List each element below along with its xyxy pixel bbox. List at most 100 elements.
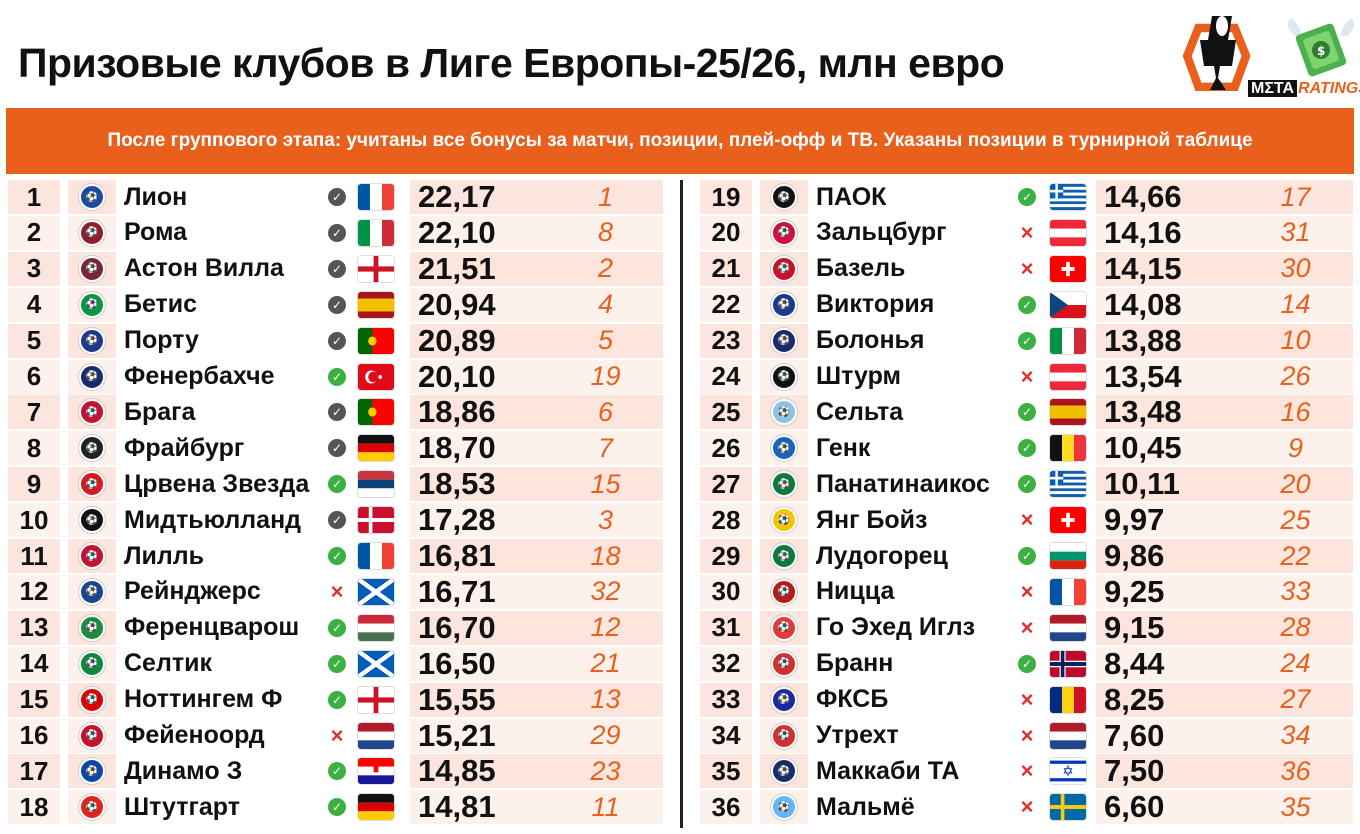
svg-text:$: $ xyxy=(1317,44,1325,58)
club-name: Динамо З xyxy=(124,756,243,785)
prize-value: 13,54 xyxy=(1096,359,1241,394)
prize-value: 16,71 xyxy=(410,574,555,609)
country-flag-icon xyxy=(358,614,394,641)
club-badge-icon: ⚽ xyxy=(771,578,797,605)
club-name: Брага xyxy=(124,397,196,426)
country-flag-icon xyxy=(1050,363,1086,390)
table-row: 35 ⚽ Маккаби ТА × 7,50 36 xyxy=(700,753,1353,789)
club-name: Базель xyxy=(816,254,906,283)
table-row: 5 ⚽ Порту ✓ 20,89 5 xyxy=(8,323,666,358)
table-row: 3 ⚽ Астон Вилла ✓ 21,51 2 xyxy=(8,251,666,286)
country-flag-icon xyxy=(358,255,394,282)
rank: 5 xyxy=(8,323,60,358)
table-position: 25 xyxy=(1238,503,1353,538)
table-position: 21 xyxy=(548,646,663,681)
check-icon: ✓ xyxy=(328,439,346,458)
club-name: Панатинаикос xyxy=(816,469,990,498)
table-position: 17 xyxy=(1238,180,1353,214)
club-name: Мальмё xyxy=(816,792,915,821)
club-name: ПАОК xyxy=(816,182,887,211)
club-badge-icon: ⚽ xyxy=(771,650,797,677)
club-badge-icon: ⚽ xyxy=(79,219,105,246)
rank: 20 xyxy=(700,215,752,250)
rank: 6 xyxy=(8,359,60,394)
club-name: Янг Бойз xyxy=(816,505,928,534)
table-position: 5 xyxy=(548,323,663,358)
prize-value: 22,10 xyxy=(410,215,555,250)
check-icon: ✓ xyxy=(1018,295,1036,314)
country-flag-icon xyxy=(358,399,394,426)
club-badge-icon: ⚽ xyxy=(771,722,797,749)
prize-value: 18,53 xyxy=(410,466,555,502)
rank: 10 xyxy=(8,503,60,538)
rank: 33 xyxy=(700,682,752,717)
table-position: 27 xyxy=(1238,682,1353,717)
club-badge-icon: ⚽ xyxy=(771,219,797,246)
prize-value: 9,15 xyxy=(1096,610,1241,645)
country-flag-icon xyxy=(358,363,394,390)
country-flag-icon xyxy=(358,794,394,821)
table-row: 19 ⚽ ПАОК ✓ 14,66 17 xyxy=(700,179,1353,214)
club-badge-icon: ⚽ xyxy=(79,794,105,821)
country-flag-icon xyxy=(358,722,394,749)
club-name: Лилль xyxy=(124,541,205,570)
prize-value: 15,55 xyxy=(410,682,555,717)
cross-icon: × xyxy=(1020,722,1034,748)
club-name: Селтик xyxy=(124,649,212,678)
table-row: 11 ⚽ Лилль ✓ 16,81 18 xyxy=(8,538,666,573)
rank: 21 xyxy=(700,251,752,286)
check-icon: ✓ xyxy=(1018,331,1036,350)
table-row: 34 ⚽ Утрехт × 7,60 34 xyxy=(700,718,1353,753)
club-badge-icon: ⚽ xyxy=(771,543,797,569)
cross-icon: × xyxy=(1020,794,1034,820)
table-position: 7 xyxy=(548,431,663,466)
table-row: 13 ⚽ Ференцварош ✓ 16,70 12 xyxy=(8,610,666,645)
check-icon: ✓ xyxy=(328,798,346,817)
table-position: 19 xyxy=(548,359,663,394)
prize-value: 14,66 xyxy=(1096,179,1241,214)
rank: 32 xyxy=(700,646,752,681)
prize-value: 20,94 xyxy=(410,287,555,322)
rank: 17 xyxy=(8,754,60,789)
table-row: 12 ⚽ Рейнджерс × 16,71 32 xyxy=(8,574,666,609)
table-position: 2 xyxy=(548,251,663,286)
table-row: 20 ⚽ Зальцбург × 14,16 31 xyxy=(700,215,1353,250)
rank: 15 xyxy=(8,682,60,717)
club-name: Генк xyxy=(816,433,871,462)
table-row: 18 ⚽ Штутгарт ✓ 14,81 11 xyxy=(8,789,666,825)
rank: 23 xyxy=(700,323,752,358)
club-badge-icon: ⚽ xyxy=(79,327,105,354)
club-badge-icon: ⚽ xyxy=(79,758,105,785)
prize-value: 8,25 xyxy=(1096,682,1241,717)
club-name: Фейеноорд xyxy=(124,721,265,749)
club-name: Маккаби ТА xyxy=(816,756,960,785)
check-icon: ✓ xyxy=(328,618,346,637)
country-flag-icon xyxy=(358,543,394,569)
country-flag-icon xyxy=(358,578,394,605)
table-row: 28 ⚽ Янг Бойз × 9,97 25 xyxy=(700,502,1353,538)
table-position: 35 xyxy=(1238,790,1353,825)
country-flag-icon xyxy=(358,435,394,462)
table-position: 3 xyxy=(548,503,663,538)
prize-value: 17,28 xyxy=(410,502,555,538)
prize-value: 14,85 xyxy=(410,753,555,789)
country-flag-icon xyxy=(358,291,394,318)
prize-value: 7,60 xyxy=(1096,718,1241,753)
club-badge-icon: ⚽ xyxy=(79,614,105,641)
club-name: Ференцварош xyxy=(124,613,300,642)
rank: 16 xyxy=(8,718,60,753)
rank: 29 xyxy=(700,539,752,573)
table-position: 14 xyxy=(1238,287,1353,322)
table-position: 13 xyxy=(548,682,663,717)
club-badge-icon: ⚽ xyxy=(79,291,105,318)
check-icon: ✓ xyxy=(328,188,346,206)
table-position: 29 xyxy=(548,718,663,753)
club-badge-icon: ⚽ xyxy=(771,255,797,282)
prize-value: 10,11 xyxy=(1096,466,1241,502)
table-row: 1 ⚽ Лион ✓ 22,17 1 xyxy=(8,179,666,214)
prize-value: 7,50 xyxy=(1096,753,1241,789)
check-icon: ✓ xyxy=(1018,475,1036,494)
country-flag-icon xyxy=(358,650,394,677)
prize-value: 9,86 xyxy=(1096,538,1241,573)
prize-value: 10,45 xyxy=(1096,430,1241,466)
